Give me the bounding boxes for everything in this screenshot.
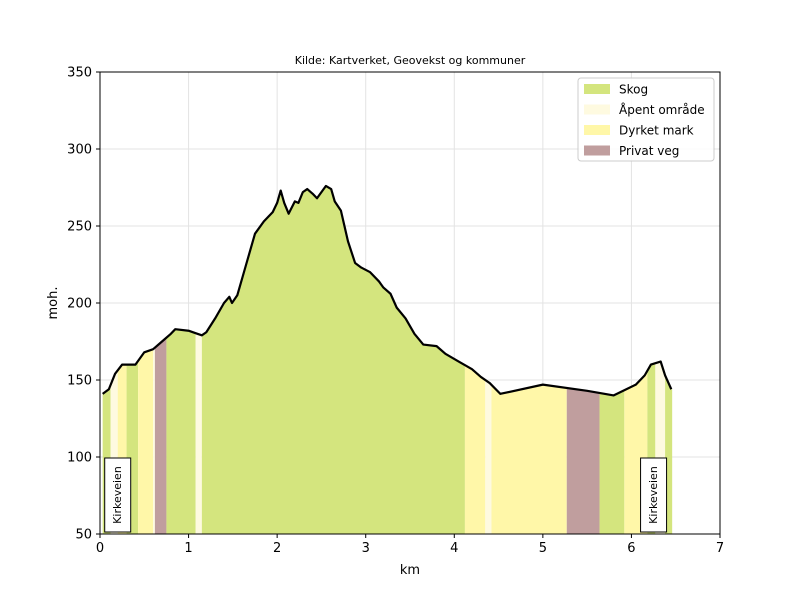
road-label-box <box>640 457 668 533</box>
x-tick-label: 0 <box>96 541 104 556</box>
area-skog <box>201 185 465 534</box>
area-skog <box>166 329 196 534</box>
area-privat <box>566 387 600 534</box>
y-tick-label: 350 <box>67 66 92 81</box>
y-tick-label: 50 <box>75 528 92 543</box>
legend-label-dyrket: Dyrket mark <box>619 124 694 138</box>
legend-swatch-apent <box>584 104 610 115</box>
x-tick-label: 6 <box>627 541 635 556</box>
chart-title: Kilde: Kartverket, Geovekst og kommuner <box>295 54 526 67</box>
legend-box <box>577 77 715 162</box>
profile-line <box>102 184 673 397</box>
area-apent <box>485 380 492 534</box>
road-label-box <box>104 457 132 533</box>
legend-label-privat: Privat veg <box>619 144 679 158</box>
legend-label-skog: Skog <box>619 83 648 97</box>
x-tick-label: 1 <box>184 541 192 556</box>
road-label-text: Kirkeveien <box>111 466 124 524</box>
x-tick-label: 7 <box>716 541 724 556</box>
road-label: Kirkeveien <box>104 457 132 533</box>
y-tick-label: 250 <box>67 220 92 235</box>
legend-swatch-dyrket <box>584 125 610 135</box>
y-axis-title: moh. <box>46 287 61 320</box>
road-label: Kirkeveien <box>640 457 668 533</box>
area-privat <box>154 337 167 534</box>
y-tick-label: 100 <box>67 451 92 466</box>
elevation-profile <box>102 184 673 397</box>
axis-ticks: 0 1 2 3 4 5 6 7 50 100 150 200 250 300 350 <box>67 66 724 557</box>
legend-label-apent: Åpent område <box>619 102 705 117</box>
y-tick-label: 150 <box>67 374 92 389</box>
area-dyrket <box>138 349 154 534</box>
y-tick-label: 200 <box>67 297 92 312</box>
area-apent <box>153 347 155 534</box>
x-axis-title: km <box>400 563 420 578</box>
x-tick-label: 5 <box>539 541 547 556</box>
legend-swatch-privat <box>584 145 610 156</box>
road-label-text: Kirkeveien <box>647 466 660 524</box>
x-tick-label: 2 <box>273 541 281 556</box>
legend-swatch-skog <box>584 84 610 94</box>
y-tick-label: 300 <box>67 143 92 158</box>
area-skog <box>599 390 625 534</box>
area-dyrket <box>464 365 486 534</box>
x-tick-label: 4 <box>450 541 458 556</box>
area-dyrket <box>491 384 567 534</box>
x-tick-label: 3 <box>362 541 370 556</box>
legend: Skog Åpent område Dyrket mark Privat veg <box>577 77 715 162</box>
area-apent <box>195 333 202 534</box>
road-annotations: Kirkeveien Kirkeveien <box>104 457 668 533</box>
